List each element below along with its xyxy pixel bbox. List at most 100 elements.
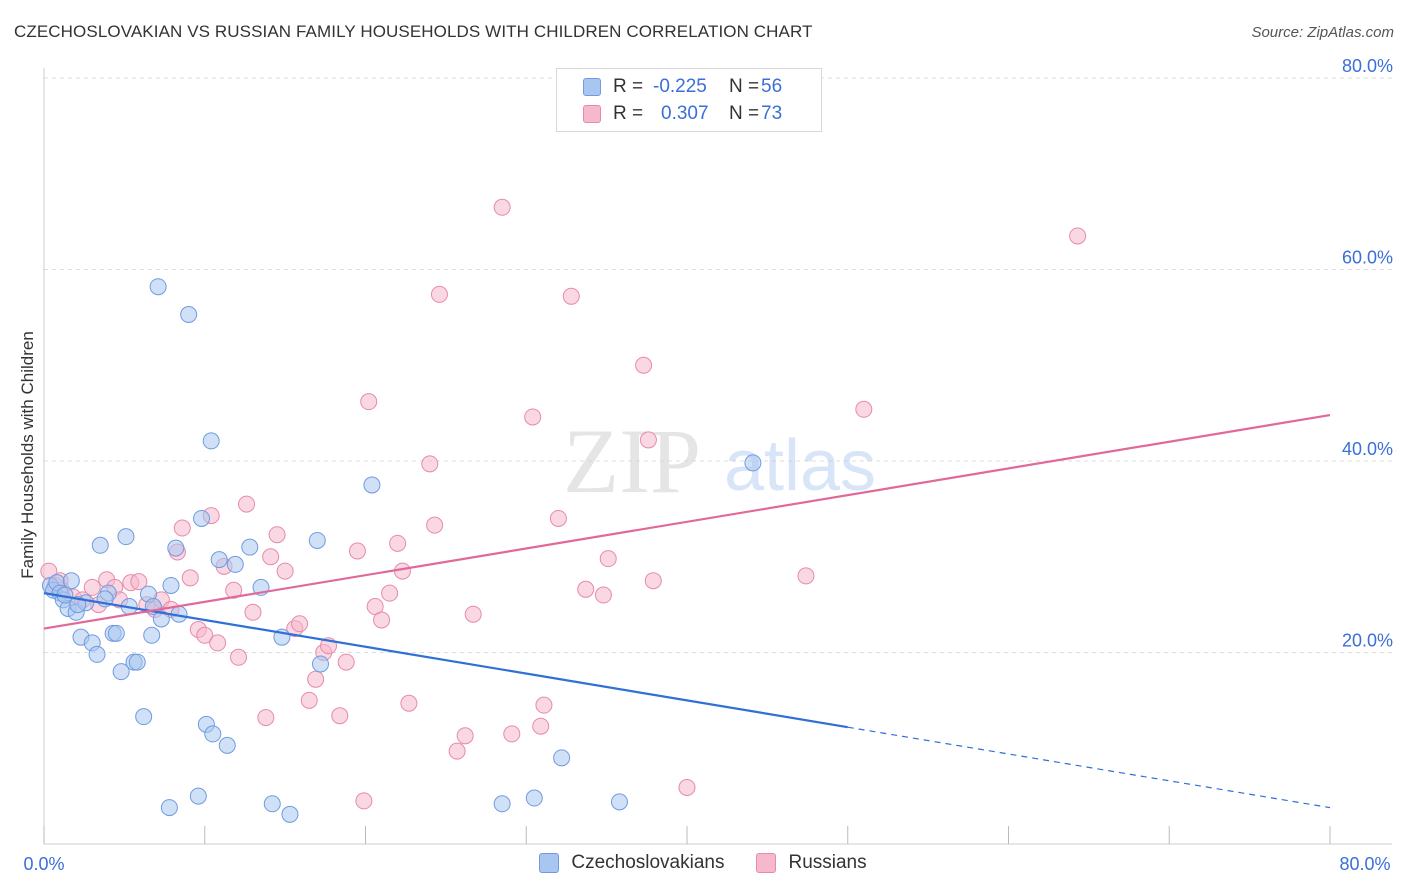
legend-row-czechoslovakians: R = -0.225 N = 56 <box>583 74 782 100</box>
y-axis-label: Family Households with Children <box>18 331 37 579</box>
legend-n-value: 73 <box>761 103 783 124</box>
czechoslovakians-point <box>88 645 106 663</box>
czechoslovakians-point <box>112 663 130 681</box>
czechoslovakians-point <box>91 536 109 554</box>
czechoslovakians-point <box>149 278 167 296</box>
czechoslovakians-point <box>610 793 628 811</box>
czechoslovakians-point <box>308 531 326 549</box>
russians-point <box>262 548 280 566</box>
gridlines <box>44 77 1392 653</box>
series-legend: Czechoslovakians Russians <box>0 852 1406 874</box>
russians-point <box>400 694 418 712</box>
czechoslovakians-point <box>107 624 125 642</box>
russians-point <box>355 792 373 810</box>
chart-title: CZECHOSLOVAKIAN VS RUSSIAN FAMILY HOUSEH… <box>14 22 813 41</box>
legend-n-value: 56 <box>761 76 783 97</box>
legend-item-czechoslovakians[interactable]: Czechoslovakians <box>539 852 724 874</box>
russians-point <box>373 611 391 629</box>
russians-point <box>599 550 617 568</box>
russians-point <box>535 696 553 714</box>
czechoslovakians-point <box>311 655 329 673</box>
russians-point <box>130 573 148 591</box>
axes <box>43 68 1392 845</box>
russians-trend-line <box>43 413 1331 630</box>
czechoslovakians-point <box>263 795 281 813</box>
legend-r-value: -0.225 <box>653 76 707 97</box>
x-tick-label: 80.0% <box>1339 854 1390 874</box>
czechoslovakians-point <box>128 653 146 671</box>
russians-point <box>644 572 662 590</box>
legend-item-russians[interactable]: Russians <box>756 852 867 874</box>
czechoslovakians-point <box>281 805 299 823</box>
russians-point <box>209 634 227 652</box>
russians-point <box>448 742 466 760</box>
czechoslovakians-point <box>69 596 87 614</box>
y-tick-label: 20.0% <box>1342 631 1393 651</box>
russians-point <box>549 509 567 527</box>
czechoslovakians-point <box>167 539 185 557</box>
y-tick-label: 80.0% <box>1342 56 1393 76</box>
russians-point <box>532 717 550 735</box>
russians-point <box>503 725 521 743</box>
czechoslovakians-trend-line <box>43 592 848 729</box>
russians-point <box>257 709 275 727</box>
legend-label-czechoslovakians: Czechoslovakians <box>571 852 725 873</box>
czechoslovakians-point <box>525 789 543 807</box>
russians-point <box>230 648 248 666</box>
legend-label-russians: Russians <box>788 852 867 873</box>
russians-point <box>635 356 653 374</box>
russians-point <box>1069 227 1087 245</box>
russians-point <box>360 393 378 411</box>
russians-point <box>426 516 444 534</box>
czechoslovakians-point <box>180 306 198 324</box>
czechoslovakians-point <box>62 572 80 590</box>
russians-point <box>331 707 349 725</box>
russians-point <box>524 408 542 426</box>
legend-r-label: R = <box>613 76 644 97</box>
russians-point <box>381 584 399 602</box>
czechoslovakians-point <box>152 610 170 628</box>
russians-point <box>83 578 101 596</box>
czechoslovakians-point <box>189 787 207 805</box>
russians-point <box>639 431 657 449</box>
russians-point <box>307 670 325 688</box>
russians-point <box>244 603 262 621</box>
russians-point <box>594 586 612 604</box>
russians-point <box>181 569 199 587</box>
legend-swatch-pink <box>756 853 777 873</box>
czechoslovakians-point <box>493 795 511 813</box>
russians-point <box>291 615 309 633</box>
y-tick-label: 60.0% <box>1342 248 1393 268</box>
tick-labels: 20.0% 40.0% 60.0% 80.0% 0.0% 80.0% <box>23 56 1393 874</box>
czechoslovakians-point <box>218 736 236 754</box>
czechoslovakians-point <box>135 708 153 726</box>
russians-point <box>337 653 355 671</box>
source-label: Source: ZipAtlas.com <box>1251 24 1394 41</box>
russians-point <box>196 626 214 644</box>
russians-point <box>268 526 286 544</box>
czechoslovakians-points <box>41 278 762 823</box>
russians-point <box>456 727 474 745</box>
czechoslovakians-point <box>204 725 222 743</box>
russians-point <box>276 562 294 580</box>
watermark: ZIP atlas <box>563 410 876 512</box>
russians-point <box>173 519 191 537</box>
czechoslovakians-point <box>162 576 180 594</box>
russians-point <box>678 779 696 797</box>
russians-point <box>577 580 595 598</box>
russians-point <box>855 400 873 418</box>
russians-point <box>393 562 411 580</box>
legend-swatch-pink <box>583 105 601 123</box>
czechoslovakians-trend-extension <box>847 726 1331 809</box>
legend-row-russians: R = 0.307 N = 73 <box>583 101 782 127</box>
russians-point <box>238 495 256 513</box>
czechoslovakians-point <box>241 538 259 556</box>
czechoslovakians-point <box>553 749 571 767</box>
czechoslovakians-point <box>226 555 244 573</box>
legend-n-label: N = <box>729 76 760 97</box>
czechoslovakians-point <box>210 551 228 569</box>
y-tick-label: 40.0% <box>1342 439 1393 459</box>
legend-swatch-blue <box>583 78 601 96</box>
russians-point <box>464 605 482 623</box>
